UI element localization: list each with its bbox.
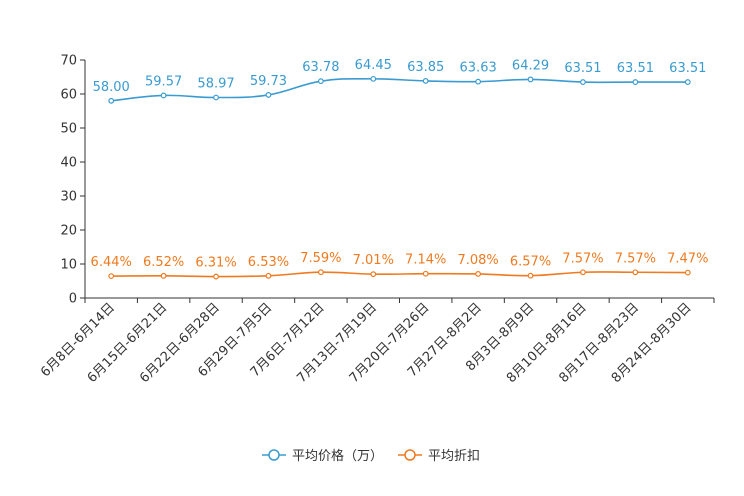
data-label: 6.53% <box>248 255 289 270</box>
data-point[interactable] <box>527 76 534 83</box>
legend-label: 平均折扣 <box>428 449 480 464</box>
data-point[interactable] <box>213 273 219 280</box>
data-label: 63.51 <box>669 61 706 76</box>
data-label: 7.14% <box>405 253 446 268</box>
y-tick-label: 60 <box>60 88 77 103</box>
data-point[interactable] <box>317 269 324 276</box>
data-label: 7.08% <box>457 253 498 268</box>
series-line <box>111 271 688 278</box>
data-label: 7.57% <box>615 251 656 266</box>
data-point[interactable] <box>684 79 691 85</box>
series-1: 6.44% 6.52% 6.31% 6.53% 7.59% 7.01% 7.14% 7.08%… <box>91 251 708 280</box>
data-label: 7.47% <box>667 252 708 267</box>
data-point[interactable] <box>370 75 377 82</box>
data-point[interactable] <box>108 273 115 280</box>
axes: 0102030405060706月8日-6月14日6月15日-6月21日6月22… <box>38 54 715 386</box>
data-point[interactable] <box>475 271 482 277</box>
y-tick-label: 30 <box>60 190 77 205</box>
data-label: 59.73 <box>250 74 287 89</box>
y-tick-label: 50 <box>60 122 77 137</box>
data-label: 63.85 <box>407 60 444 75</box>
series-line <box>111 77 688 102</box>
data-label: 63.63 <box>460 61 497 76</box>
data-point[interactable] <box>527 272 534 279</box>
data-point[interactable] <box>370 271 377 278</box>
data-label: 64.45 <box>355 58 392 73</box>
data-label: 59.57 <box>145 74 182 89</box>
data-label: 58.00 <box>93 80 130 95</box>
series-0: 58.00 59.57 58.97 59.73 63.78 64.45 63.85 63.63… <box>93 58 706 104</box>
data-point[interactable] <box>684 269 691 276</box>
data-label: 64.29 <box>512 58 549 73</box>
data-label: 6.31% <box>195 256 236 271</box>
data-point[interactable] <box>108 97 115 104</box>
legend-item-1[interactable]: 平均折扣 <box>398 449 480 464</box>
data-label: 6.52% <box>143 255 184 270</box>
data-point[interactable] <box>580 269 586 276</box>
data-point[interactable] <box>580 79 586 85</box>
data-point[interactable] <box>160 272 167 279</box>
data-label: 7.59% <box>300 251 341 266</box>
y-tick-label: 70 <box>60 54 77 69</box>
data-label: 6.44% <box>91 255 132 270</box>
data-point[interactable] <box>632 269 639 276</box>
series-layer: 58.00 59.57 58.97 59.73 63.78 64.45 63.85 63.63… <box>91 58 708 280</box>
data-point[interactable] <box>422 270 429 277</box>
y-tick-label: 20 <box>60 224 77 239</box>
data-point[interactable] <box>265 272 272 279</box>
data-point[interactable] <box>632 79 639 85</box>
data-label: 7.01% <box>353 253 394 268</box>
legend-item-0[interactable]: 平均价格（万） <box>262 448 383 464</box>
data-point[interactable] <box>213 94 219 101</box>
data-point[interactable] <box>475 78 482 85</box>
data-label: 63.78 <box>302 60 339 75</box>
data-label: 63.51 <box>617 61 654 76</box>
y-tick-label: 10 <box>60 258 77 273</box>
data-label: 6.57% <box>510 255 551 270</box>
data-label: 63.51 <box>564 61 601 76</box>
legend-marker-icon <box>268 449 280 461</box>
data-point[interactable] <box>160 92 167 99</box>
data-label: 7.57% <box>562 251 603 266</box>
legend-marker-icon <box>404 449 416 461</box>
legend[interactable]: 平均价格（万） 平均折扣 <box>262 448 480 464</box>
data-point[interactable] <box>265 92 272 98</box>
data-point[interactable] <box>422 78 429 84</box>
data-point[interactable] <box>317 78 324 85</box>
y-tick-label: 0 <box>69 292 77 307</box>
data-label: 58.97 <box>197 77 234 92</box>
legend-label: 平均价格（万） <box>292 448 383 464</box>
y-tick-label: 40 <box>60 156 77 171</box>
